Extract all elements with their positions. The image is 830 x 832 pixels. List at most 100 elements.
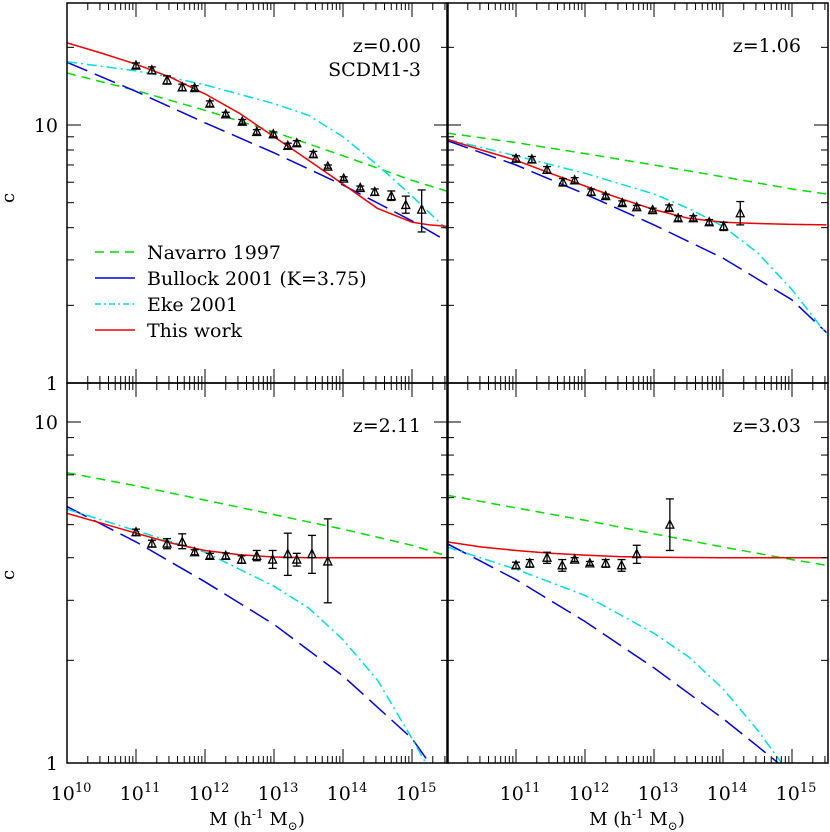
triangle-marker-icon: [236, 553, 247, 564]
triangle-marker-icon: [673, 212, 684, 223]
x-tick-label: 1011: [500, 781, 541, 805]
triangle-marker-icon: [251, 549, 262, 561]
triangle-marker-icon: [161, 537, 173, 548]
triangle-marker-icon: [130, 59, 142, 70]
x-tick-label: 1012: [569, 781, 610, 805]
panel-redshift-label: z=1.06: [733, 35, 801, 57]
data-point: [204, 97, 215, 108]
data-point: [617, 197, 628, 208]
panel-redshift-label: z=3.03: [733, 415, 801, 437]
x-tick-label: 1014: [707, 781, 748, 805]
triangle-marker-icon: [220, 108, 231, 119]
triangle-marker-icon: [189, 82, 200, 93]
triangle-marker-icon: [161, 74, 173, 85]
data-point: [189, 546, 200, 557]
triangle-marker-icon: [541, 163, 553, 175]
triangle-marker-icon: [322, 160, 333, 171]
triangle-marker-icon: [204, 97, 215, 108]
data-point: [220, 549, 231, 561]
data-point: [369, 186, 380, 197]
triangle-marker-icon: [268, 128, 279, 139]
data-point: [291, 137, 302, 148]
data-point: [130, 526, 142, 537]
x-axis-title: M (h-1 M⊙): [209, 807, 305, 832]
series-this-work: [447, 541, 827, 559]
panel-bottom-left: [67, 471, 447, 763]
triangle-marker-icon: [308, 148, 319, 159]
panel-top-left: [67, 42, 448, 242]
series-this-work: [447, 138, 827, 226]
panel-frame: [446, 382, 829, 764]
y-tick-label: 10: [34, 115, 58, 137]
data-point: [291, 552, 302, 567]
triangle-marker-icon: [400, 198, 411, 210]
data-point: [673, 212, 684, 223]
data-point: [268, 128, 279, 139]
data-point: [282, 139, 293, 151]
x-tick-label: 1011: [120, 781, 161, 805]
data-point: [236, 553, 247, 565]
y-axis-title-bottom: c: [0, 570, 19, 580]
triangle-marker-icon: [584, 557, 595, 568]
y-tick-label: 10: [34, 412, 58, 434]
series-bullock-2001-k-3-75-: [67, 61, 447, 242]
data-point: [355, 182, 366, 193]
data-point: [718, 220, 729, 232]
panel-redshift-label: z=0.00: [353, 35, 421, 57]
data-point: [541, 163, 553, 175]
legend-item: Eke 2001: [95, 294, 238, 316]
data-point: [510, 152, 522, 163]
legend-item: Bullock 2001 (K=3.75): [95, 268, 367, 290]
y-tick-label: 1: [46, 753, 58, 775]
data-point: [735, 200, 746, 226]
triangle-marker-icon: [282, 139, 293, 151]
data-point: [161, 74, 173, 85]
triangle-marker-icon: [524, 557, 535, 568]
data-point: [306, 534, 318, 574]
triangle-marker-icon: [735, 207, 746, 218]
triangle-marker-icon: [322, 555, 333, 566]
data-point: [189, 82, 200, 93]
data-point: [557, 176, 568, 187]
data-point: [146, 537, 157, 548]
x-tick-label: 1014: [327, 781, 368, 805]
data-point: [664, 201, 675, 213]
data-point: [237, 115, 248, 126]
legend-label: This work: [147, 320, 243, 342]
data-point: [616, 558, 627, 572]
panel-bottom-right: [447, 494, 827, 763]
y-tick-label: 1: [46, 373, 58, 395]
data-point: [251, 125, 262, 137]
triangle-marker-icon: [704, 216, 715, 227]
panel-redshift-label: z=2.11: [353, 415, 421, 437]
data-point: [161, 537, 173, 550]
x-tick-label: 1015: [396, 781, 437, 805]
triangle-marker-icon: [718, 220, 729, 231]
data-point: [146, 64, 157, 75]
x-axis-title: M (h-1 M⊙): [589, 807, 685, 832]
triangle-marker-icon: [282, 548, 293, 559]
data-point: [130, 59, 142, 70]
data-point: [647, 204, 658, 215]
triangle-marker-icon: [569, 553, 580, 564]
x-tick-label: 1013: [638, 781, 679, 805]
data-point: [664, 498, 675, 552]
data-point: [688, 212, 699, 223]
data-point: [557, 558, 568, 572]
data-point: [220, 108, 231, 119]
triangle-marker-icon: [306, 548, 318, 559]
triangle-marker-icon: [146, 537, 157, 548]
data-point: [267, 549, 278, 570]
triangle-marker-icon: [617, 197, 628, 208]
triangle-marker-icon: [664, 518, 675, 529]
data-point: [631, 544, 642, 565]
data-point: [600, 557, 611, 568]
data-point: [204, 549, 215, 561]
panel-frame: [66, 382, 449, 764]
triangle-marker-icon: [616, 559, 627, 570]
legend-item: Navarro 1997: [95, 242, 281, 264]
y-axis-title-top: c: [0, 193, 19, 203]
data-point: [386, 190, 397, 202]
